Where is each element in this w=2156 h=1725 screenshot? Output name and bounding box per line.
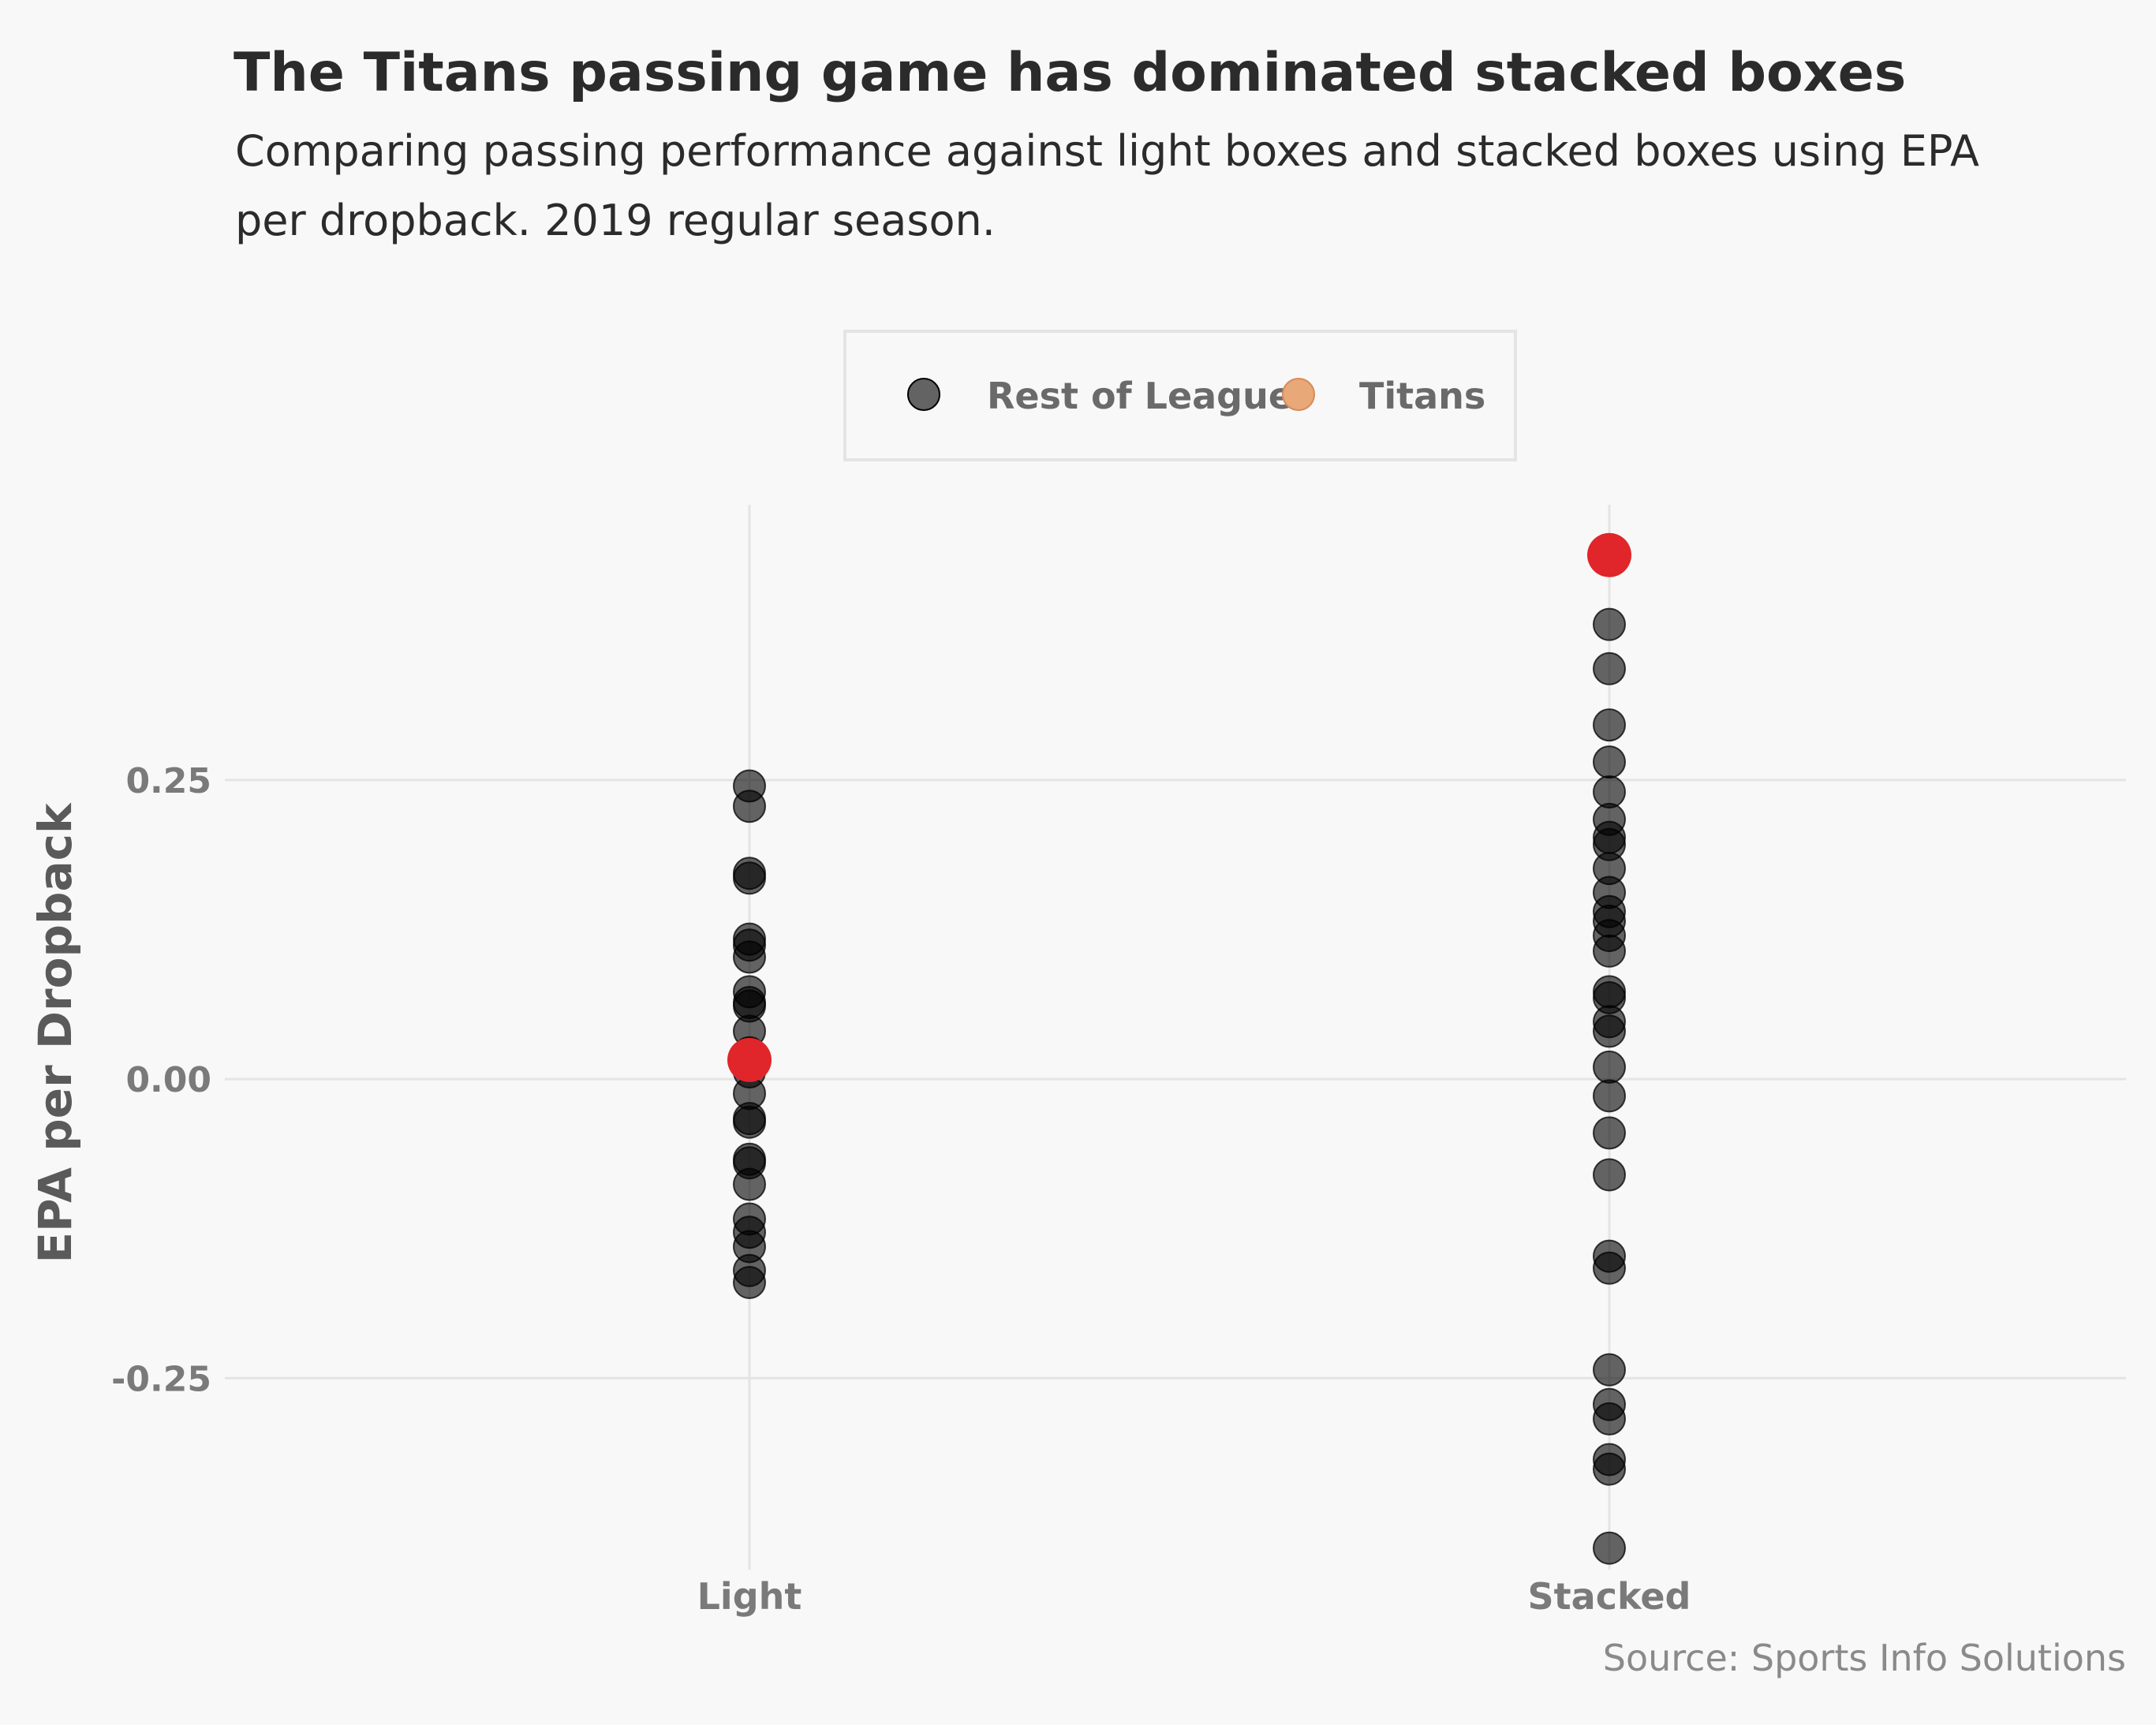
league-point-light-6: [733, 940, 766, 974]
league-point-light-3: [733, 861, 766, 895]
league-point-light-18: [733, 1167, 766, 1201]
legend-key-rest-of-league: [907, 378, 940, 411]
y-axis-tick-labels: -0.25 0.00 0.25: [111, 761, 211, 1399]
league-point-stacked-26: [1593, 708, 1626, 742]
league-point-stacked-25: [1593, 652, 1626, 685]
chart-title: The Titans passing game has dominated st…: [234, 42, 1906, 104]
x-axis-tick-labels: Light Stacked: [697, 1575, 1691, 1618]
league-point-stacked-48: [1593, 1353, 1626, 1387]
legend-key-titans: [1282, 378, 1315, 411]
legend-box: [843, 330, 1517, 461]
x-tick-label-stacked: Stacked: [1528, 1575, 1691, 1618]
league-point-light-1: [733, 790, 766, 823]
league-point-stacked-44: [1593, 1116, 1626, 1150]
legend-label-rest-of-league: Rest of League: [987, 375, 1293, 417]
league-point-stacked-27: [1593, 745, 1626, 779]
chart-subtitle-line-1: Comparing passing performance against li…: [235, 126, 1979, 176]
league-point-stacked-50: [1593, 1402, 1626, 1436]
league-point-stacked-52: [1593, 1452, 1626, 1486]
league-point-stacked-42: [1593, 1050, 1626, 1084]
legend: Rest of League Titans: [843, 330, 1517, 461]
league-point-stacked-24: [1593, 607, 1626, 641]
league-point-stacked-37: [1593, 934, 1626, 968]
league-point-stacked-45: [1593, 1158, 1626, 1192]
league-point-light-23: [733, 1265, 766, 1299]
y-tick-label-0: -0.25: [111, 1359, 211, 1399]
league-point-stacked-53: [1593, 1531, 1626, 1565]
league-point-stacked-43: [1593, 1079, 1626, 1113]
chart-caption: Source: Sports Info Solutions: [1603, 1637, 2126, 1679]
y-axis-title: EPA per Dropback: [28, 802, 82, 1264]
y-tick-label-2: 0.25: [125, 761, 211, 801]
league-point-light-15: [733, 1105, 766, 1139]
data-points: [727, 532, 1631, 1565]
titans-point-stacked-1: [1587, 532, 1631, 577]
y-tick-label-1: 0.00: [125, 1060, 211, 1100]
league-point-stacked-41: [1593, 1014, 1626, 1048]
x-tick-label-light: Light: [697, 1575, 802, 1618]
titans-point-light-0: [727, 1037, 772, 1082]
legend-label-titans: Titans: [1359, 375, 1485, 417]
league-point-stacked-47: [1593, 1251, 1626, 1285]
chart-subtitle-line-2: per dropback. 2019 regular season.: [235, 196, 996, 245]
